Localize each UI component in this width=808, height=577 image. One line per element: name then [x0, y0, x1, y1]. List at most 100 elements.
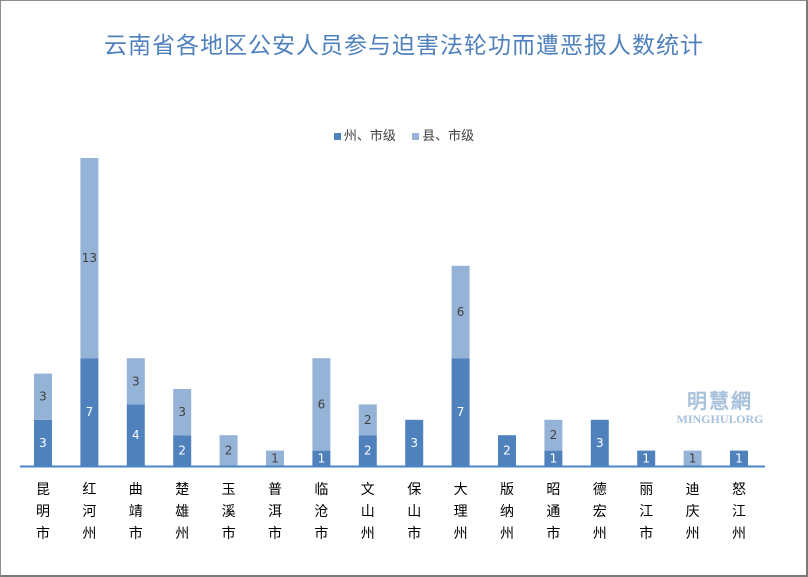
category-label: 江	[639, 504, 653, 520]
data-label: 4	[132, 428, 140, 442]
data-label: 2	[550, 428, 558, 442]
category-label: 临	[314, 482, 328, 498]
data-label: 1	[318, 451, 326, 465]
category-label: 州	[500, 526, 514, 542]
legend-label: 州、市级	[343, 129, 396, 144]
data-label: 1	[550, 451, 558, 465]
bar-segment	[405, 419, 424, 466]
category-label: 楚	[175, 482, 189, 498]
category-label: 版	[500, 482, 514, 498]
category-label: 宏	[593, 504, 607, 520]
bar-segment	[219, 435, 238, 466]
category-label: 山	[407, 504, 421, 520]
category-label: 丽	[639, 482, 653, 498]
category-label: 市	[546, 525, 560, 542]
category-label: 州	[82, 526, 96, 542]
bar-segment	[34, 419, 52, 466]
category-label: 州	[454, 526, 468, 542]
data-label: 2	[364, 444, 372, 458]
data-label: 1	[689, 451, 697, 465]
category-label: 通	[546, 504, 560, 520]
bar-segment	[683, 450, 702, 466]
category-label: 市	[36, 525, 50, 542]
data-label: 7	[457, 405, 465, 419]
bar-segment	[173, 435, 192, 466]
category-label: 江	[732, 504, 746, 520]
data-label: 6	[457, 305, 465, 319]
category-label: 市	[639, 525, 653, 542]
bar-segment	[80, 358, 99, 466]
bar-segment	[544, 450, 563, 466]
category-label: 理	[454, 504, 468, 520]
category-label: 市	[129, 525, 143, 542]
bar-segment	[312, 450, 331, 466]
legend-swatch	[333, 133, 341, 140]
category-label: 沧	[314, 503, 328, 520]
category-label: 怒	[732, 482, 746, 498]
bar-segment	[451, 358, 470, 466]
category-label: 红	[82, 482, 96, 498]
category-label: 玉	[222, 482, 236, 498]
bar-segment	[126, 404, 145, 466]
legend-swatch	[412, 133, 420, 140]
category-label: 昆	[36, 482, 50, 498]
bar-segment	[126, 358, 145, 405]
category-label: 洱	[268, 504, 282, 520]
data-label: 3	[39, 390, 47, 404]
data-label: 1	[735, 451, 743, 465]
category-label: 州	[593, 526, 607, 542]
data-label: 3	[39, 436, 47, 450]
category-label: 市	[222, 525, 236, 542]
bar-segment	[312, 358, 331, 451]
category-label: 保	[407, 482, 421, 498]
bar-segment	[266, 450, 284, 466]
legend-item-2: 县、市级	[412, 129, 474, 144]
category-label: 昭	[546, 482, 560, 498]
data-label: 3	[178, 405, 186, 419]
bar-segment	[358, 435, 377, 466]
category-label: 溪	[222, 504, 236, 520]
category-label: 德	[593, 482, 607, 498]
data-label: 7	[86, 405, 94, 419]
data-label: 6	[318, 397, 326, 411]
category-label: 州	[686, 526, 700, 542]
category-label: 州	[361, 526, 375, 542]
bar-segment	[730, 450, 748, 466]
data-label: 2	[225, 444, 233, 458]
legend-label: 县、市级	[422, 129, 475, 144]
data-label: 3	[132, 374, 140, 388]
category-label: 明	[36, 504, 50, 520]
minghui-watermark-logo: 明慧網 MINGHUI.ORG	[660, 385, 780, 427]
watermark-en: MINGHUI.ORG	[676, 412, 764, 426]
category-label: 市	[314, 525, 328, 542]
category-label: 雄	[175, 504, 189, 520]
category-label: 市	[407, 525, 421, 542]
data-label: 2	[178, 444, 186, 458]
category-label: 普	[268, 482, 282, 498]
bar-segment	[358, 404, 377, 436]
category-label: 河	[82, 504, 96, 520]
category-label: 山	[361, 504, 375, 520]
category-label: 曲	[129, 482, 143, 498]
bar-segment	[498, 435, 516, 466]
bar-segment	[173, 389, 192, 436]
data-label: 1	[271, 451, 279, 465]
category-label: 州	[732, 526, 746, 542]
bar-segment	[80, 158, 99, 359]
category-label: 文	[361, 482, 375, 498]
legend-item-1: 州、市级	[333, 129, 396, 144]
category-label: 州	[175, 526, 189, 542]
bar-segment	[637, 450, 656, 466]
data-label: 3	[596, 436, 604, 450]
watermark-cn: 明慧網	[687, 389, 753, 413]
bar-segment	[544, 419, 563, 451]
category-label: 市	[268, 525, 282, 542]
category-label: 靖	[129, 504, 143, 520]
data-label: 13	[82, 251, 97, 265]
bar-segment	[590, 419, 609, 466]
data-label: 3	[410, 436, 418, 450]
data-label: 2	[503, 444, 511, 458]
category-label: 纳	[500, 504, 514, 520]
